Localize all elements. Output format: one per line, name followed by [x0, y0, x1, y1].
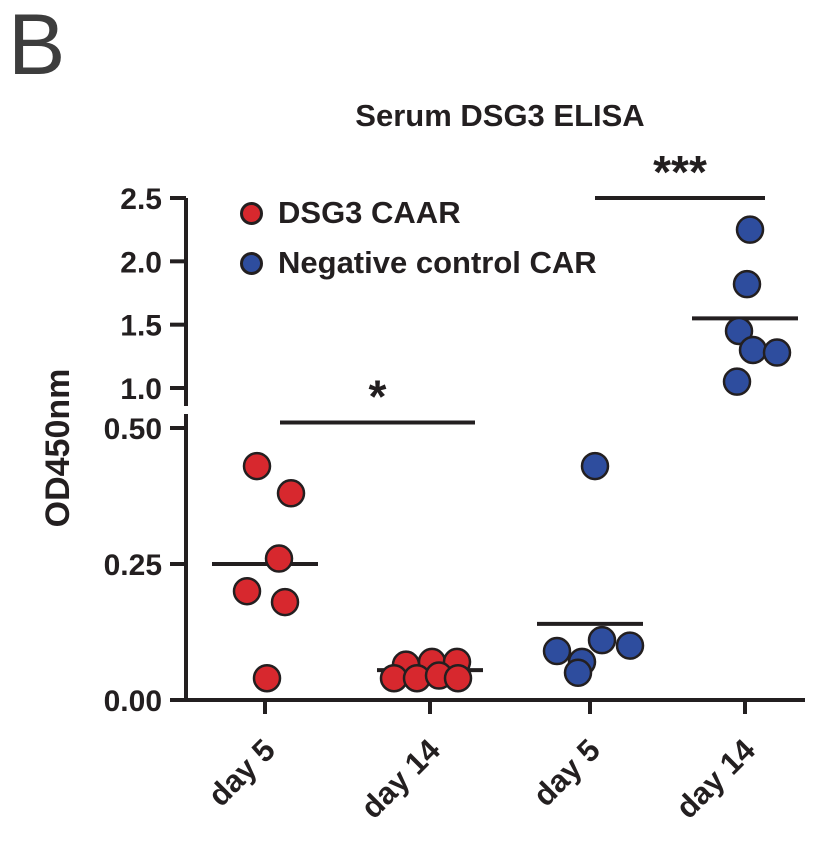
legend-label-dsg3-caar: DSG3 CAAR [278, 195, 461, 230]
data-point [735, 215, 765, 244]
chart-legend: DSG3 CAAR Negative control CAR [240, 195, 597, 281]
y-tick-label: 1.5 [120, 310, 162, 343]
x-tick-label: day 14 [669, 732, 763, 826]
y-tick-label: 1.0 [120, 373, 162, 406]
data-point [242, 451, 272, 481]
y-tick-label: 0.50 [104, 413, 162, 446]
x-tick-label: day 14 [354, 732, 448, 826]
data-point [542, 636, 572, 666]
data-point [252, 663, 282, 693]
data-point [270, 587, 300, 617]
legend-item-dsg3-caar: DSG3 CAAR [240, 195, 597, 230]
legend-marker-red-dot-icon [240, 201, 263, 225]
legend-label-negative-control-car: Negative control CAR [278, 245, 597, 281]
x-tick-label: day 5 [526, 732, 607, 813]
data-point [587, 625, 617, 655]
y-tick-label: 2.5 [120, 183, 162, 216]
data-point [232, 576, 262, 606]
data-point [443, 663, 473, 693]
data-point [580, 451, 610, 481]
legend-item-negative-control-car: Negative control CAR [240, 245, 597, 281]
y-tick-label: 0.25 [104, 549, 162, 582]
y-tick-label: 2.0 [120, 246, 162, 279]
significance-label: * [369, 371, 387, 423]
data-point [615, 631, 645, 660]
y-tick-label: 0.00 [104, 685, 162, 718]
data-point [722, 367, 752, 396]
data-point [563, 658, 593, 688]
legend-marker-blue-dot-icon [240, 251, 263, 275]
chart-title: Serum DSG3 ELISA [355, 98, 645, 133]
data-point [724, 316, 754, 346]
data-point [732, 269, 762, 299]
data-point [762, 338, 792, 367]
data-point [264, 544, 294, 573]
significance-label: *** [653, 146, 707, 198]
data-point [738, 335, 768, 365]
panel-label: B [8, 0, 66, 93]
x-tick-label: day 5 [201, 732, 282, 813]
data-point [276, 479, 306, 508]
